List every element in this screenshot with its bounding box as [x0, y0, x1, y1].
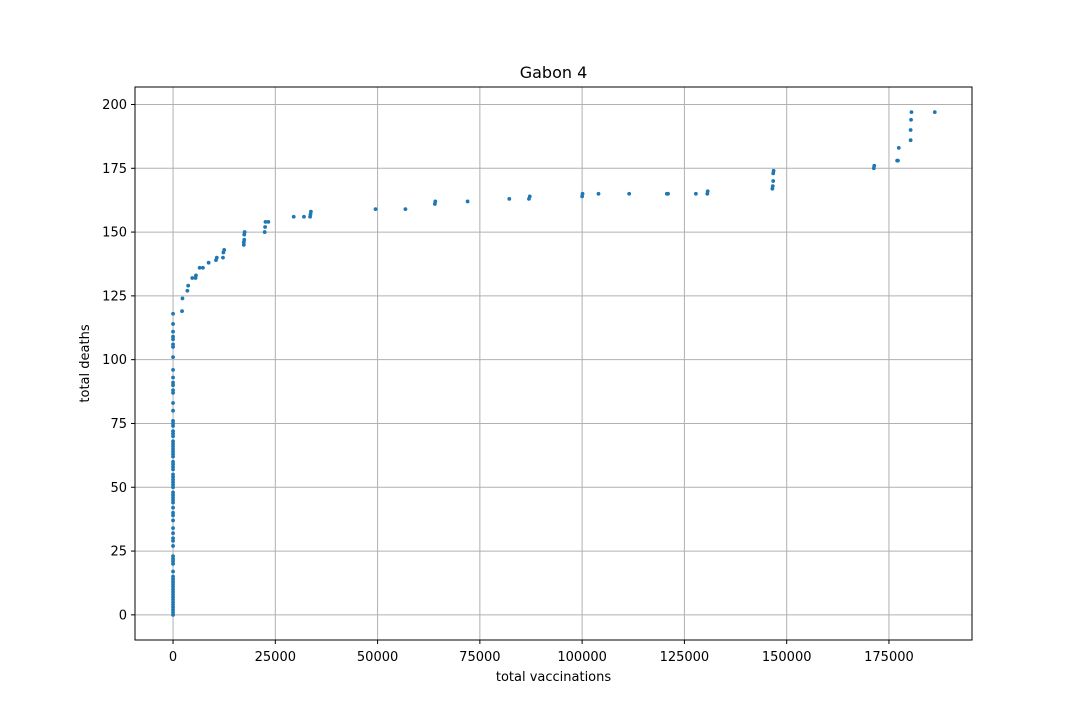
data-point — [171, 459, 175, 464]
chart-title: Gabon 4 — [520, 63, 588, 82]
axis-ticks: 0 25000 50000 75000 100000 125000 150000 175000… — [102, 98, 914, 665]
data-point — [201, 265, 205, 270]
data-point — [186, 283, 191, 288]
data-point — [527, 194, 532, 199]
y-tick-label: 75 — [110, 417, 127, 432]
data-point — [171, 355, 175, 360]
data-point — [266, 219, 271, 224]
data-point — [242, 237, 247, 242]
data-point — [206, 260, 211, 265]
data-point — [666, 191, 670, 196]
data-point — [180, 296, 185, 301]
data-point — [171, 311, 175, 316]
data-point — [932, 110, 937, 115]
data-point — [171, 419, 175, 423]
data-point — [171, 375, 175, 380]
data-point — [171, 574, 175, 579]
data-point — [770, 184, 775, 189]
data-point — [302, 214, 306, 219]
data-point — [896, 145, 901, 150]
data-point — [222, 248, 227, 252]
data-point — [771, 168, 776, 173]
x-tick-label: 175000 — [864, 650, 914, 665]
data-point — [171, 367, 175, 372]
data-point — [171, 322, 175, 326]
data-point — [171, 531, 175, 536]
data-point — [190, 276, 195, 280]
x-tick-label: 100000 — [557, 650, 607, 665]
y-tick-label: 25 — [110, 545, 127, 560]
x-tick-label: 75000 — [459, 650, 500, 665]
data-point — [263, 219, 268, 224]
y-axis-label: total deaths — [78, 324, 93, 402]
data-points — [171, 110, 937, 617]
data-point — [171, 569, 175, 574]
data-point — [433, 199, 438, 204]
data-point — [705, 189, 710, 194]
x-tick-label: 125000 — [660, 650, 710, 665]
data-point — [171, 334, 175, 339]
x-tick-label: 50000 — [357, 650, 398, 665]
data-point — [242, 230, 247, 234]
x-tick-label: 25000 — [255, 650, 296, 665]
data-point — [627, 191, 632, 196]
data-point — [909, 110, 914, 115]
data-point — [185, 288, 190, 293]
y-tick-label: 175 — [102, 162, 127, 177]
data-point — [693, 191, 698, 196]
data-point — [309, 209, 313, 214]
data-point — [171, 518, 175, 523]
data-point — [171, 490, 175, 495]
data-point — [180, 309, 184, 314]
data-point — [171, 388, 175, 393]
data-point — [596, 191, 601, 196]
data-point — [771, 179, 776, 183]
data-point — [909, 117, 913, 122]
data-point — [403, 207, 408, 212]
y-tick-label: 0 — [119, 608, 127, 623]
data-point — [171, 554, 175, 559]
data-point — [908, 138, 913, 143]
axes-frame — [134, 86, 973, 641]
y-tick-label: 125 — [102, 289, 127, 304]
data-point — [171, 536, 175, 541]
data-point — [263, 225, 267, 229]
x-tick-label: 0 — [169, 650, 177, 665]
data-point — [171, 472, 175, 477]
y-tick-label: 50 — [110, 481, 127, 496]
data-point — [171, 544, 175, 548]
data-point — [221, 255, 225, 260]
y-tick-label: 100 — [102, 353, 127, 368]
data-point — [171, 329, 175, 334]
data-point — [171, 342, 175, 347]
data-point — [465, 199, 470, 204]
y-tick-label: 150 — [102, 226, 127, 241]
data-point — [908, 128, 913, 132]
data-point — [896, 158, 900, 163]
grid — [135, 87, 972, 640]
data-point — [197, 265, 202, 270]
data-point — [171, 526, 175, 530]
data-point — [580, 191, 585, 196]
data-point — [171, 429, 175, 434]
data-point — [214, 255, 219, 260]
data-point — [872, 163, 877, 168]
data-point — [171, 408, 175, 413]
data-point — [262, 230, 267, 234]
data-point — [171, 401, 175, 405]
data-point — [171, 439, 175, 444]
data-point — [171, 505, 175, 510]
data-point — [171, 510, 175, 515]
data-point — [194, 273, 198, 278]
x-tick-label: 150000 — [762, 650, 812, 665]
y-tick-label: 200 — [102, 98, 127, 113]
x-axis-label: total vaccinations — [496, 670, 612, 685]
data-point — [507, 197, 512, 201]
data-point — [373, 207, 378, 212]
data-point — [171, 380, 175, 385]
data-point — [291, 214, 296, 219]
